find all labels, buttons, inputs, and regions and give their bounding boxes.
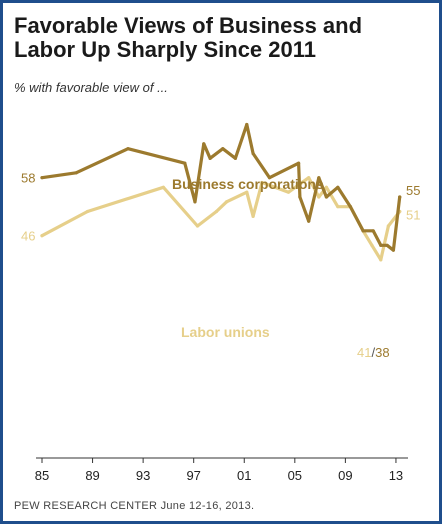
data-point-labor — [324, 185, 329, 189]
data-point-labor — [214, 209, 219, 214]
x-tick-label: 89 — [85, 468, 99, 483]
data-point-business — [298, 195, 302, 199]
x-tick-label: 13 — [389, 468, 403, 483]
data-point-business — [245, 122, 249, 127]
chart-subtitle: % with favorable view of ... — [14, 80, 168, 95]
data-point-business — [307, 219, 311, 223]
labor-start-label: 46 — [21, 229, 35, 244]
data-point-business — [336, 185, 340, 189]
chart-title: Favorable Views of Business and Labor Up… — [14, 14, 429, 62]
data-point-labor — [85, 209, 90, 214]
data-point-labor — [307, 176, 311, 180]
low-point-annotation: 41/38 — [357, 345, 390, 360]
business-series-label: Business corporations — [172, 176, 324, 192]
data-point-business — [221, 147, 225, 151]
data-point-labor — [386, 224, 390, 228]
data-point-business — [233, 156, 238, 160]
data-point-business — [183, 161, 187, 165]
data-point-business — [385, 243, 389, 247]
data-point-labor — [251, 214, 255, 218]
title-line-1: Favorable Views of Business and — [14, 13, 363, 38]
low-business-value: 38 — [375, 345, 389, 360]
data-point-business — [202, 142, 206, 146]
low-labor-value: 41 — [357, 345, 371, 360]
x-tick-label: 01 — [237, 468, 251, 483]
x-tick-label: 93 — [136, 468, 150, 483]
data-point-labor — [161, 185, 165, 189]
data-point-labor — [370, 243, 374, 247]
data-point-business — [398, 195, 402, 199]
series-group — [40, 122, 402, 262]
source-note: PEW RESEARCH CENTER June 12-16, 2013. — [14, 500, 255, 512]
labor-series-label: Labor unions — [181, 324, 270, 340]
data-point-labor — [245, 190, 249, 194]
data-point-labor — [195, 224, 200, 228]
data-point-business — [348, 205, 353, 209]
labor-end-label: 51 — [406, 208, 420, 223]
labels-group: 58 46 55 51 Business corporations Labor union… — [21, 171, 420, 360]
data-point-labor — [336, 205, 340, 209]
x-tick-label: 05 — [288, 468, 302, 483]
data-point-business — [324, 195, 329, 199]
data-point-labor — [40, 234, 44, 238]
data-point-business — [126, 147, 130, 151]
x-tick-label: 97 — [186, 468, 200, 483]
data-point-labor — [286, 190, 291, 194]
data-point-labor — [260, 180, 264, 185]
data-point-business — [361, 229, 365, 233]
data-point-business — [379, 243, 383, 247]
data-point-business — [317, 176, 321, 180]
data-point-business — [391, 248, 396, 252]
x-tick-label: 85 — [35, 468, 49, 483]
data-point-business — [208, 156, 212, 160]
x-axis: 85 89 93 97 01 05 09 13 — [35, 457, 408, 483]
data-point-business — [371, 229, 375, 233]
data-point-business — [74, 171, 78, 175]
data-point-labor — [224, 200, 229, 204]
business-start-label: 58 — [21, 171, 35, 186]
data-point-business — [251, 151, 255, 156]
business-end-label: 55 — [406, 183, 420, 198]
data-point-business — [40, 176, 44, 180]
data-point-labor — [379, 258, 383, 262]
data-point-business — [267, 176, 272, 180]
data-point-business — [297, 161, 301, 165]
low-separator: / — [371, 345, 375, 360]
data-point-business — [193, 200, 197, 204]
data-point-labor — [317, 195, 321, 199]
title-line-2: Labor Up Sharply Since 2011 — [14, 37, 317, 62]
x-tick-label: 09 — [338, 468, 352, 483]
